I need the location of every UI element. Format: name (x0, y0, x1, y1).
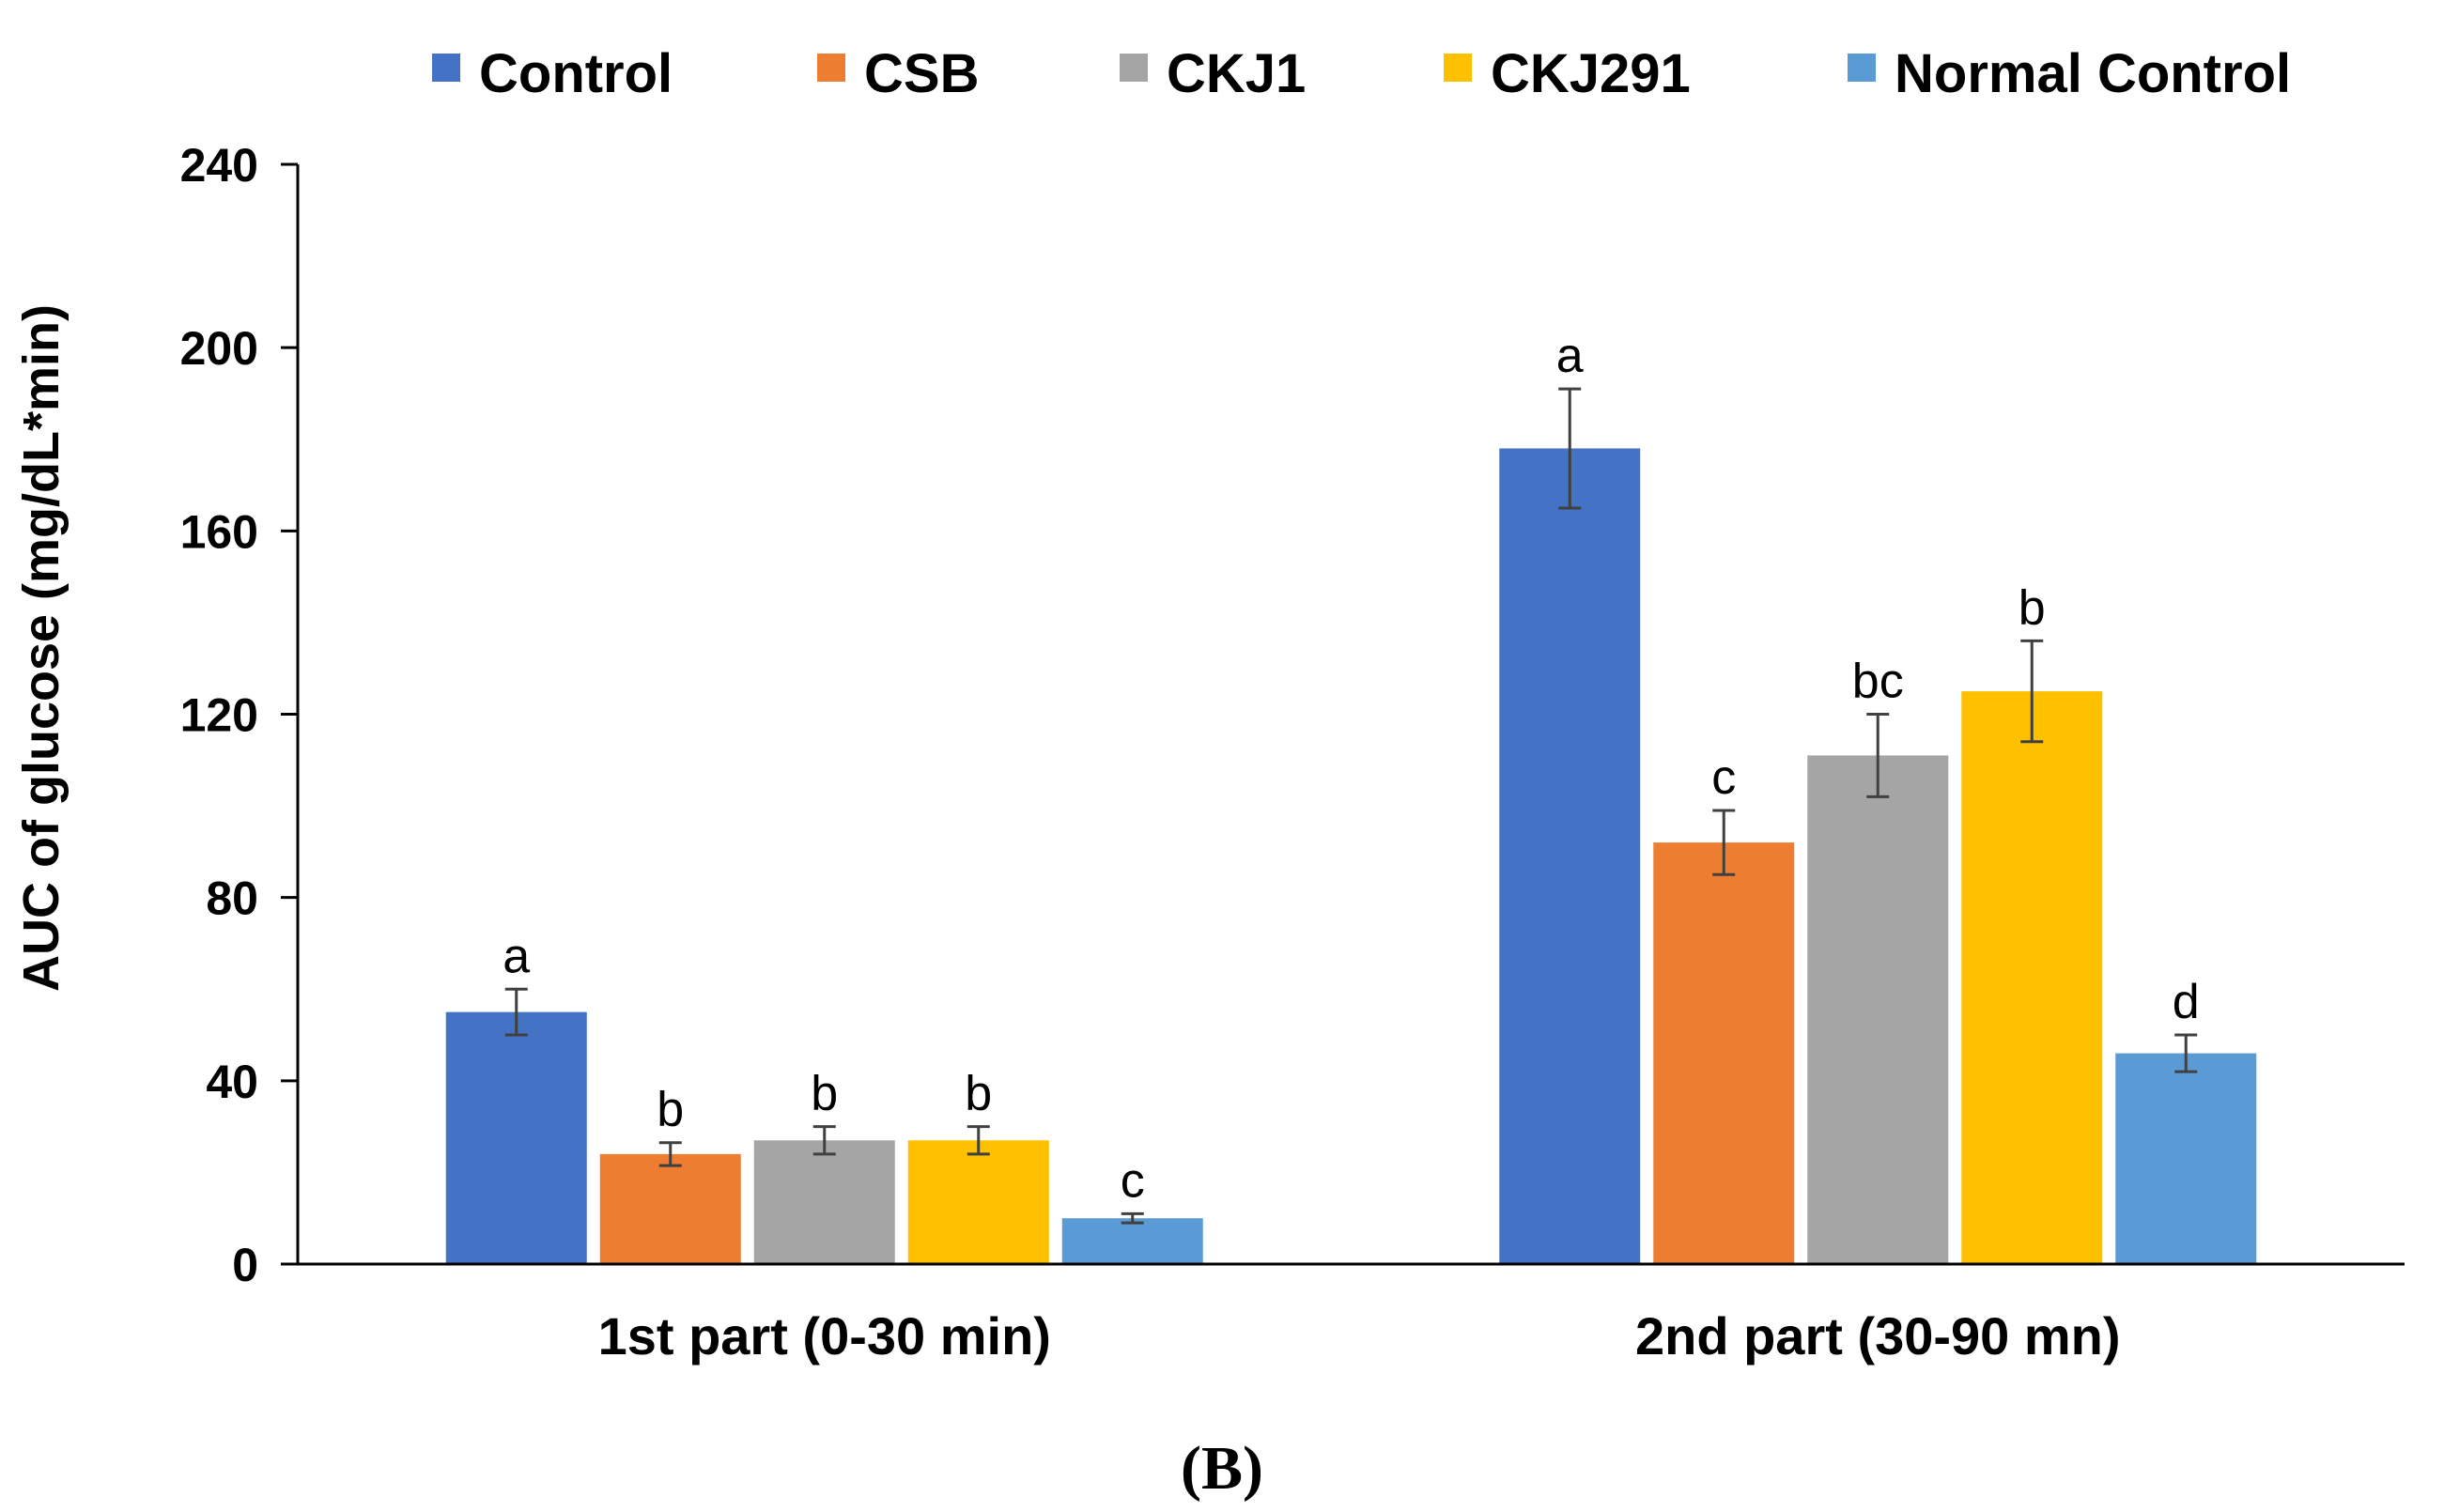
legend-entry: Control (479, 43, 673, 104)
y-tick-label: 80 (206, 872, 258, 925)
bar-csb (599, 1153, 741, 1264)
significance-label: b (811, 1067, 838, 1121)
bar-ckj1 (1807, 755, 1949, 1264)
significance-label: d (2173, 975, 2200, 1029)
significance-label: c (1121, 1153, 1145, 1208)
significance-label: a (1556, 329, 1584, 383)
legend-entry: Normal Control (1895, 43, 2291, 104)
y-axis-ticks: 0 40 80 120 160 200 240 (180, 139, 298, 1291)
y-tick-label: 240 (180, 139, 258, 192)
legend-swatch (817, 54, 845, 82)
legend-entry: CKJ291 (1491, 43, 1691, 104)
legend-swatch (1848, 54, 1876, 82)
y-tick-label: 120 (180, 689, 258, 742)
panel-label: (B) (1181, 1434, 1263, 1503)
bar-ckj1 (753, 1140, 895, 1264)
axes (296, 164, 2405, 1266)
significance-label: bc (1852, 655, 1904, 709)
significance-label: b (965, 1067, 992, 1121)
legend-entry: CKJ1 (1167, 43, 1306, 104)
y-tick-label: 200 (180, 322, 258, 375)
x-category-label: 1st part (0-30 min) (598, 1306, 1051, 1365)
x-axis-categories: 1st part (0-30 min) 2nd part (30-90 mn) (598, 1306, 2121, 1365)
bar-normal-control (1061, 1218, 1203, 1264)
y-tick-label: 40 (206, 1056, 258, 1108)
significance-label: c (1711, 750, 1736, 805)
legend-swatch (432, 54, 460, 82)
significance-label: b (2019, 580, 2046, 635)
y-axis-title: AUC of glucose (mg/dL*min) (13, 304, 70, 992)
x-category-label: 2nd part (30-90 mn) (1635, 1306, 2121, 1365)
bar-control (1499, 448, 1641, 1265)
legend-swatch (1120, 54, 1148, 82)
bar-control (445, 1011, 587, 1264)
y-tick-label: 0 (232, 1239, 258, 1291)
y-tick-label: 160 (180, 505, 258, 558)
significance-label: b (657, 1083, 684, 1137)
legend-swatch (1444, 54, 1472, 82)
bar-ckj291 (1961, 691, 2103, 1264)
legend: Control CSB CKJ1 CKJ291 Normal Control (432, 43, 2291, 104)
legend-entry: CSB (864, 43, 979, 104)
bar-normal-control (2115, 1053, 2257, 1264)
bar-ckj291 (907, 1140, 1049, 1264)
significance-label: a (503, 929, 530, 983)
bar-csb (1653, 842, 1795, 1264)
